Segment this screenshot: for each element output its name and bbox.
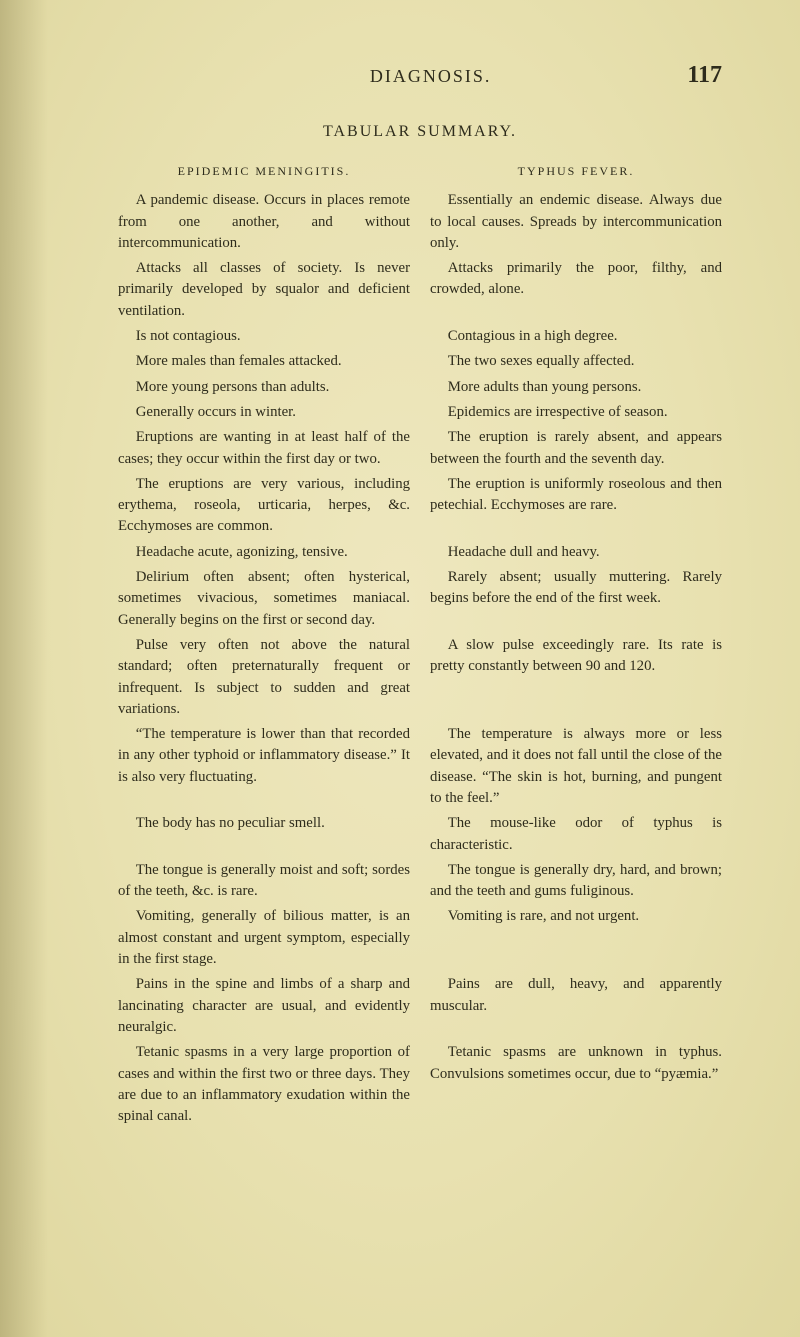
- cell-text: Vomiting, generally of bilious matter, i…: [118, 906, 410, 970]
- cell-text: The tongue is generally dry, hard, and b…: [430, 860, 722, 903]
- cell-text: The eruption is rarely absent, and appea…: [430, 427, 722, 470]
- cell-right: Essentially an endemic disease. Always d…: [430, 190, 722, 254]
- column-header-left: EPIDEMIC MENINGITIS.: [118, 163, 410, 180]
- table-row: Eruptions are wanting in at least half o…: [118, 427, 722, 470]
- cell-text: Pulse very often not above the natural s…: [118, 635, 410, 720]
- cell-text: “The temperature is lower than that reco…: [118, 724, 410, 788]
- cell-left: Pains in the spine and limbs of a sharp …: [118, 974, 410, 1038]
- cell-text: More young persons than adults.: [118, 377, 410, 398]
- cell-text: The mouse-like odor of typhus is charact…: [430, 813, 722, 856]
- cell-right: The two sexes equally affected.: [430, 351, 722, 372]
- table-row: Delirium often absent; often hysterical,…: [118, 567, 722, 631]
- table-row: Pains in the spine and limbs of a sharp …: [118, 974, 722, 1038]
- cell-text: Attacks primarily the poor, filthy, and …: [430, 258, 722, 301]
- cell-text: A slow pulse exceedingly rare. Its rate …: [430, 635, 722, 678]
- cell-right: A slow pulse exceedingly rare. Its rate …: [430, 635, 722, 720]
- column-header-right: TYPHUS FEVER.: [430, 163, 722, 180]
- cell-left: “The temperature is lower than that reco…: [118, 724, 410, 809]
- cell-text: A pandemic disease. Occurs in places rem…: [118, 190, 410, 254]
- table-row: The eruptions are very various, includin…: [118, 474, 722, 538]
- running-title: DIAGNOSIS.: [174, 66, 687, 87]
- cell-text: Delirium often absent; often hysterical,…: [118, 567, 410, 631]
- cell-text: The two sexes equally affected.: [430, 351, 722, 372]
- running-head: DIAGNOSIS. 117: [118, 62, 722, 89]
- table-row: Is not contagious. Contagious in a high d…: [118, 326, 722, 347]
- cell-right: Rarely absent; usually muttering. Rarely…: [430, 567, 722, 631]
- cell-left: Tetanic spasms in a very large proportio…: [118, 1042, 410, 1127]
- cell-text: Vomiting is rare, and not urgent.: [430, 906, 722, 927]
- cell-left: Generally occurs in winter.: [118, 402, 410, 423]
- cell-left: Is not contagious.: [118, 326, 410, 347]
- table-row: Headache acute, agonizing, tensive. Heada…: [118, 542, 722, 563]
- table-row: Vomiting, generally of bilious matter, i…: [118, 906, 722, 970]
- cell-right: The eruption is uniformly roseolous and …: [430, 474, 722, 538]
- table-row: Pulse very often not above the natural s…: [118, 635, 722, 720]
- table-row: Attacks all classes of society. Is never…: [118, 258, 722, 322]
- cell-text: Headache dull and heavy.: [430, 542, 722, 563]
- table-row: “The temperature is lower than that reco…: [118, 724, 722, 809]
- cell-right: Attacks primarily the poor, filthy, and …: [430, 258, 722, 322]
- page-number: 117: [687, 62, 722, 89]
- cell-left: A pandemic disease. Occurs in places rem…: [118, 190, 410, 254]
- cell-left: Headache acute, agonizing, tensive.: [118, 542, 410, 563]
- cell-text: Generally occurs in winter.: [118, 402, 410, 423]
- cell-left: Attacks all classes of society. Is never…: [118, 258, 410, 322]
- cell-right: More adults than young persons.: [430, 377, 722, 398]
- cell-right: Contagious in a high degree.: [430, 326, 722, 347]
- cell-text: Epidemics are irrespective of season.: [430, 402, 722, 423]
- cell-text: The body has no peculiar smell.: [118, 813, 410, 834]
- cell-right: The temperature is always more or less e…: [430, 724, 722, 809]
- cell-text: More males than females attacked.: [118, 351, 410, 372]
- cell-right: Vomiting is rare, and not urgent.: [430, 906, 722, 970]
- cell-left: The eruptions are very various, includin…: [118, 474, 410, 538]
- table-row: Generally occurs in winter. Epidemics are…: [118, 402, 722, 423]
- section-title: TABULAR SUMMARY.: [118, 123, 722, 141]
- cell-right: The eruption is rarely absent, and appea…: [430, 427, 722, 470]
- cell-text: Tetanic spasms are unknown in typhus. Co…: [430, 1042, 722, 1085]
- table-row: A pandemic disease. Occurs in places rem…: [118, 190, 722, 254]
- comparison-rows: A pandemic disease. Occurs in places rem…: [118, 190, 722, 1127]
- cell-text: The eruptions are very various, includin…: [118, 474, 410, 538]
- cell-left: Delirium often absent; often hysterical,…: [118, 567, 410, 631]
- cell-right: Epidemics are irrespective of season.: [430, 402, 722, 423]
- cell-text: Is not contagious.: [118, 326, 410, 347]
- cell-right: The tongue is generally dry, hard, and b…: [430, 860, 722, 903]
- cell-left: More males than females attacked.: [118, 351, 410, 372]
- cell-left: More young persons than adults.: [118, 377, 410, 398]
- scanned-book-page: DIAGNOSIS. 117 TABULAR SUMMARY. EPIDEMIC…: [0, 0, 800, 1337]
- cell-right: The mouse-like odor of typhus is charact…: [430, 813, 722, 856]
- cell-text: Pains are dull, heavy, and apparently mu…: [430, 974, 722, 1017]
- column-headers-row: EPIDEMIC MENINGITIS. TYPHUS FEVER.: [118, 163, 722, 190]
- table-row: More males than females attacked. The two…: [118, 351, 722, 372]
- cell-text: Pains in the spine and limbs of a sharp …: [118, 974, 410, 1038]
- cell-text: Essentially an endemic disease. Always d…: [430, 190, 722, 254]
- cell-left: Eruptions are wanting in at least half o…: [118, 427, 410, 470]
- cell-text: Rarely absent; usually muttering. Rarely…: [430, 567, 722, 610]
- cell-left: The body has no peculiar smell.: [118, 813, 410, 856]
- table-row: More young persons than adults. More adul…: [118, 377, 722, 398]
- cell-left: Vomiting, generally of bilious matter, i…: [118, 906, 410, 970]
- table-row: The body has no peculiar smell. The mouse…: [118, 813, 722, 856]
- cell-left: Pulse very often not above the natural s…: [118, 635, 410, 720]
- cell-right: Tetanic spasms are unknown in typhus. Co…: [430, 1042, 722, 1127]
- cell-right: Pains are dull, heavy, and apparently mu…: [430, 974, 722, 1038]
- cell-text: More adults than young persons.: [430, 377, 722, 398]
- cell-text: The temperature is always more or less e…: [430, 724, 722, 809]
- cell-text: The tongue is generally moist and soft; …: [118, 860, 410, 903]
- cell-right: Headache dull and heavy.: [430, 542, 722, 563]
- table-row: The tongue is generally moist and soft; …: [118, 860, 722, 903]
- cell-text: Headache acute, agonizing, tensive.: [118, 542, 410, 563]
- cell-text: The eruption is uniformly roseolous and …: [430, 474, 722, 517]
- table-row: Tetanic spasms in a very large proportio…: [118, 1042, 722, 1127]
- cell-text: Contagious in a high degree.: [430, 326, 722, 347]
- cell-text: Eruptions are wanting in at least half o…: [118, 427, 410, 470]
- cell-left: The tongue is generally moist and soft; …: [118, 860, 410, 903]
- cell-text: Attacks all classes of society. Is never…: [118, 258, 410, 322]
- cell-text: Tetanic spasms in a very large proportio…: [118, 1042, 410, 1127]
